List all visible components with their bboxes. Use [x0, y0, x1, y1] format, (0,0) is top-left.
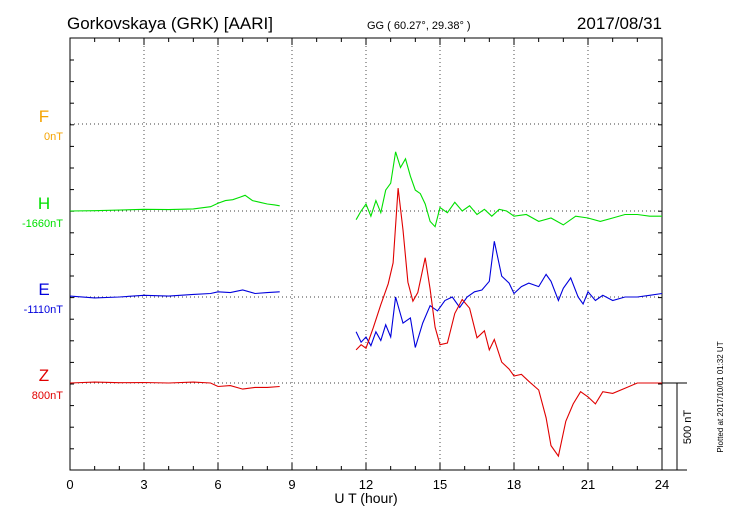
x-tick-label-3: 3	[140, 477, 147, 492]
series-name-H: H	[38, 194, 50, 213]
series-name-Z: Z	[39, 366, 49, 385]
x-tick-label-9: 9	[288, 477, 295, 492]
series-baseline-E: -1110nT	[24, 304, 64, 316]
x-axis-label: U T (hour)	[334, 490, 397, 506]
trace-H-1	[69, 194, 280, 212]
series-name-F: F	[39, 107, 49, 126]
x-tick-label-12: 12	[359, 477, 373, 492]
x-tick-label-0: 0	[66, 477, 73, 492]
trace-E-2	[355, 241, 663, 348]
trace-H-2	[355, 151, 662, 228]
station-coordinates: GG ( 60.27°, 29.38° )	[367, 20, 471, 32]
trace-Z-1	[69, 381, 280, 390]
trace-Z-2	[355, 188, 662, 458]
x-tick-label-15: 15	[433, 477, 447, 492]
x-tick-label-24: 24	[655, 477, 669, 492]
x-tick-label-6: 6	[214, 477, 221, 492]
series-baseline-Z: 800nT	[32, 390, 63, 402]
series-traces	[69, 151, 663, 458]
grid-lines	[70, 38, 662, 470]
plotted-timestamp: Plotted at 2017/10/01 01:32 UT	[716, 341, 725, 452]
station-title: Gorkovskaya (GRK) [AARI]	[67, 14, 273, 33]
series-baseline-F: 0nT	[44, 131, 63, 143]
series-labels: F 0nT H -1660nT E -1110nT Z 800nT	[22, 107, 63, 402]
x-axis-ticks: 0 3 6 9 12 15 18 21 24	[66, 38, 669, 492]
scale-bar-label: 500 nT	[682, 410, 694, 445]
chart-date: 2017/08/31	[577, 14, 662, 33]
x-tick-label-18: 18	[507, 477, 521, 492]
scale-bar: 500 nT	[662, 382, 694, 471]
x-tick-label-21: 21	[581, 477, 595, 492]
series-name-E: E	[38, 280, 49, 299]
trace-E-1	[69, 289, 280, 299]
series-baseline-H: -1660nT	[22, 218, 63, 230]
